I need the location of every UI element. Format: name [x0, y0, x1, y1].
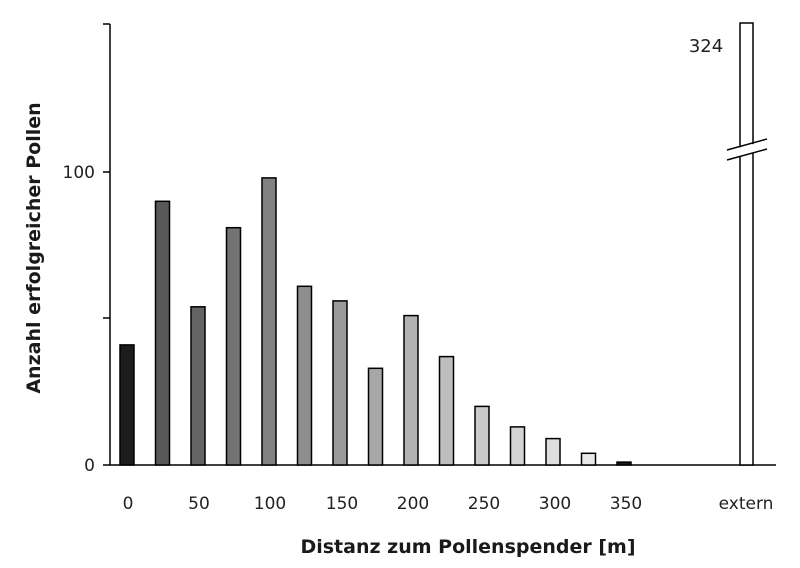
y-axis-title: Anzahl erfolgreicher Pollen [23, 102, 45, 393]
bar-9 [438, 355, 455, 466]
axis-break-gap [723, 140, 769, 161]
bar-8 [403, 314, 419, 466]
bar-6 [332, 300, 348, 466]
x-tick-label-extern: extern [719, 494, 774, 514]
bar-13 [580, 452, 597, 466]
bar-7 [367, 367, 384, 466]
y-tick-label-100: 100 [63, 163, 95, 183]
bar-14 [616, 461, 632, 466]
bar-0 [119, 344, 135, 466]
bar-11 [509, 426, 526, 466]
bar-2 [190, 306, 206, 466]
x-tick-label-150: 150 [326, 494, 358, 514]
axis-break-line-lower [726, 148, 768, 161]
bar-3 [225, 226, 242, 466]
extern-value-label: 324 [689, 36, 723, 57]
bars-group [119, 177, 632, 466]
bar-5 [296, 285, 313, 466]
x-tick-label-0: 0 [123, 494, 134, 514]
axis-break-line-upper [726, 138, 768, 151]
x-tick-label-200: 200 [397, 494, 429, 514]
y-tick-label-0: 0 [84, 456, 95, 476]
x-tick-label-250: 250 [468, 494, 500, 514]
x-tick-label-350: 350 [610, 494, 642, 514]
x-tick-label-100: 100 [254, 494, 286, 514]
x-tick-label-50: 50 [188, 494, 210, 514]
bar-4 [261, 177, 277, 466]
extern-bar [739, 22, 754, 466]
x-tick-label-300: 300 [539, 494, 571, 514]
bar-1 [154, 200, 171, 466]
bar-12 [545, 437, 561, 466]
bar-10 [474, 405, 490, 466]
x-axis-title: Distanz zum Pollenspender [m] [300, 536, 635, 558]
